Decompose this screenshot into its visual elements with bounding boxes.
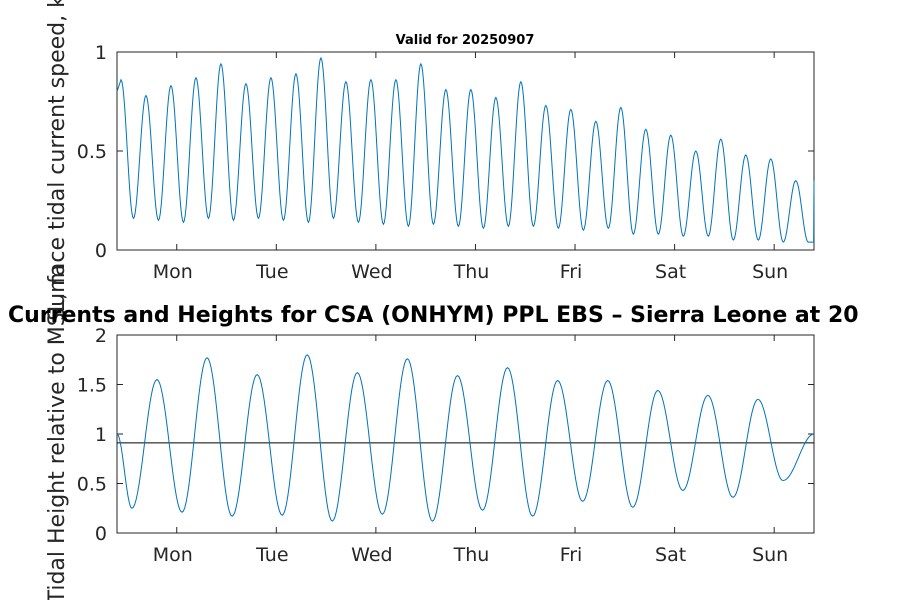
current-speed-axes: 0 0.5 1 Mon Tue Wed Thu Fri Sat Sun Valid for 202… [77, 33, 815, 283]
x-tick-label: Sun [752, 261, 788, 283]
x-tick-label: Tue [255, 544, 288, 566]
x-tick-label: Wed [351, 544, 392, 566]
current-speed-line [116, 56, 815, 243]
y-tick-label: 1 [95, 42, 107, 64]
tidal-height-axes: 0 0.5 1 1.5 2 Mon Tue Wed Thu Fri Sat Sun [77, 325, 815, 566]
x-tick-label: Fri [560, 544, 583, 566]
x-tick-label: Sat [655, 544, 686, 566]
x-tick-label: Wed [351, 261, 392, 283]
tidal-height-line [116, 354, 815, 522]
current-speed-title: Valid for 20250907 [396, 33, 535, 48]
current-speed-ticks: 0 0.5 1 Mon Tue Wed Thu Fri Sat Sun [77, 42, 814, 283]
tidal-height-ticks: 0 0.5 1 1.5 2 Mon Tue Wed Thu Fri Sat Sun [77, 325, 814, 566]
y-tick-label: 2 [95, 325, 107, 347]
x-tick-label: Fri [560, 261, 583, 283]
x-tick-label: Thu [453, 261, 490, 283]
tidal-height-plot-area [116, 334, 815, 534]
y-tick-label: 0 [95, 523, 107, 545]
y-tick-label: 1 [95, 424, 107, 446]
x-tick-label: Sat [655, 261, 686, 283]
x-tick-label: Tue [255, 261, 288, 283]
y-tick-label: 0.5 [77, 474, 107, 496]
y-tick-label: 0 [95, 240, 107, 262]
x-tick-label: Mon [153, 261, 193, 283]
tidal-height-ylabel: Tidal Height relative to MSL, m [45, 265, 70, 600]
x-tick-label: Mon [153, 544, 193, 566]
y-tick-label: 0.5 [77, 141, 107, 163]
x-tick-label: Sun [752, 544, 788, 566]
y-tick-label: 1.5 [77, 375, 107, 397]
x-tick-label: Thu [453, 544, 490, 566]
main-title: Currents and Heights for CSA (ONHYM) PPL… [8, 303, 859, 328]
current-speed-ylabel: Surface tidal current speed, kn [45, 0, 70, 321]
